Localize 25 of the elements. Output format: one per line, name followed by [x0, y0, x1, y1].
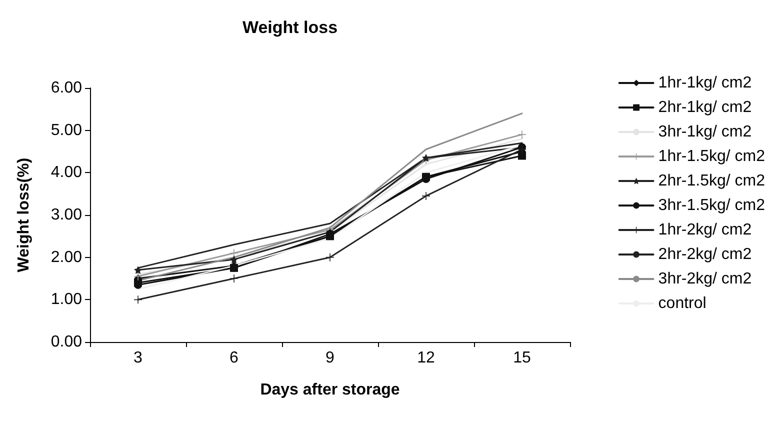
x-tick-label: 15	[513, 350, 531, 366]
chart-title: Weight loss	[242, 18, 338, 37]
x-tick-label: 9	[326, 350, 335, 366]
legend-label: 3hr-2kg/ cm2	[658, 270, 752, 288]
y-tick-label: 0.00	[50, 334, 82, 350]
legend-label: 3hr-1.5kg/ cm2	[658, 197, 766, 214]
legend-label: 2hr-2kg/ cm2	[658, 246, 752, 263]
legend-label: 2hr-1kg/ cm2	[658, 99, 752, 116]
x-tick-label: 3	[134, 350, 143, 366]
y-tick-label: 1.00	[50, 291, 82, 308]
y-tick-label: 5.00	[50, 122, 82, 139]
legend-label: control	[658, 295, 706, 312]
y-tick-label: 2.00	[50, 248, 82, 266]
legend-label: 1hr-2kg/ cm2	[658, 222, 752, 238]
x-tick-label: 12	[417, 350, 435, 366]
legend-label: 1hr-1kg/ cm2	[658, 74, 752, 92]
legend-label: 1hr-1.5kg/ cm2	[658, 148, 766, 165]
y-tick-label: 6.00	[50, 80, 82, 96]
legend-label: 2hr-1.5kg/ cm2	[658, 172, 766, 190]
x-axis-title: Days after storage	[260, 382, 400, 398]
y-tick-label: 3.00	[50, 206, 82, 224]
y-axis-title: Weight loss(%)	[16, 158, 32, 272]
y-tick-label: 4.00	[50, 164, 82, 182]
legend-label: 3hr-1kg/ cm2	[658, 124, 752, 140]
x-tick-label: 6	[230, 350, 239, 366]
